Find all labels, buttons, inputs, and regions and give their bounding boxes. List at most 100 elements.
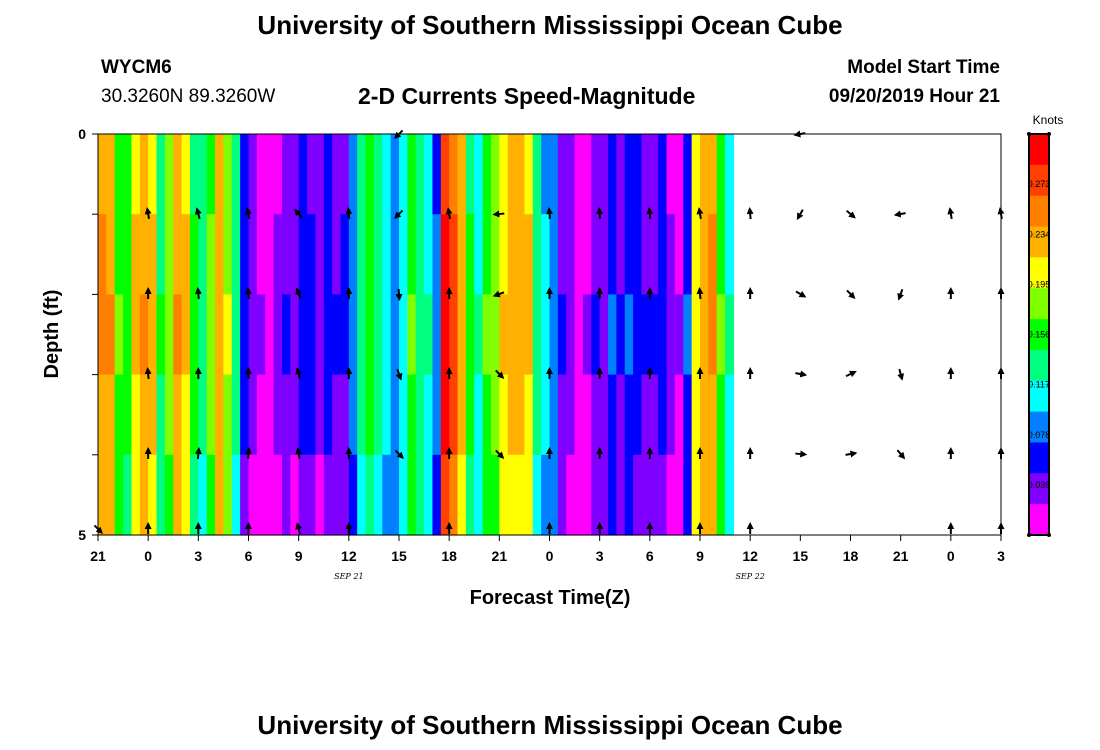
heat-cell bbox=[148, 134, 158, 215]
heat-cell bbox=[608, 134, 617, 215]
heat-cell bbox=[474, 374, 484, 456]
heat-cell bbox=[189, 294, 199, 376]
current-arrow bbox=[295, 287, 302, 300]
current-arrow bbox=[845, 450, 858, 458]
current-arrow bbox=[796, 209, 804, 221]
heat-cell bbox=[273, 134, 283, 215]
heat-cell bbox=[557, 454, 567, 536]
heat-cell bbox=[557, 214, 567, 295]
heat-cell bbox=[332, 374, 342, 456]
heat-cell bbox=[549, 374, 559, 456]
heat-cell bbox=[482, 454, 492, 536]
colorbar-segment bbox=[1029, 473, 1049, 505]
heat-cell bbox=[156, 374, 166, 456]
heat-cell bbox=[524, 214, 534, 295]
heat-cell bbox=[399, 134, 408, 215]
y-tick-label: 5 bbox=[78, 527, 86, 543]
heat-cell bbox=[298, 294, 308, 376]
heat-cell bbox=[449, 294, 459, 376]
current-arrow bbox=[295, 367, 303, 380]
heat-cell bbox=[307, 374, 316, 456]
heat-cell bbox=[206, 294, 216, 376]
date-label: SEP 21 bbox=[334, 572, 363, 581]
current-arrow bbox=[394, 449, 404, 459]
heat-cell bbox=[323, 454, 333, 536]
colorbar-corner bbox=[1047, 533, 1051, 537]
heat-cell bbox=[424, 294, 434, 376]
heat-cell bbox=[332, 134, 342, 215]
heat-cell bbox=[164, 134, 174, 215]
heat-cell bbox=[240, 294, 250, 376]
heat-cell bbox=[691, 134, 701, 215]
heat-cell bbox=[332, 454, 342, 536]
heat-cell bbox=[574, 294, 584, 376]
heat-cell bbox=[189, 134, 199, 215]
heat-cell bbox=[658, 374, 668, 456]
heat-cell bbox=[599, 374, 609, 456]
current-arrow bbox=[795, 450, 808, 458]
x-tick-label: 21 bbox=[893, 548, 909, 564]
heat-cell bbox=[490, 454, 500, 536]
heat-cell bbox=[608, 374, 617, 456]
heat-cell bbox=[474, 454, 484, 536]
heat-cell bbox=[164, 374, 174, 456]
colorbar-corner bbox=[1027, 132, 1031, 136]
heat-cell bbox=[156, 294, 166, 376]
current-arrow bbox=[845, 370, 857, 378]
x-tick-label: 9 bbox=[696, 548, 704, 564]
heat-cell bbox=[340, 214, 350, 295]
heat-cell bbox=[407, 214, 417, 295]
heat-cell bbox=[256, 454, 266, 536]
heat-cell bbox=[173, 134, 183, 215]
heat-cell bbox=[123, 214, 133, 295]
heat-cell bbox=[357, 374, 367, 456]
heat-cell bbox=[298, 454, 308, 536]
heat-cell bbox=[332, 214, 342, 295]
heat-cell bbox=[432, 134, 442, 215]
station-id: WYCM6 bbox=[101, 57, 172, 78]
station-coordinates: 30.3260N 89.3260W bbox=[101, 86, 276, 107]
page-title: University of Southern Mississippi Ocean… bbox=[257, 10, 843, 40]
heat-cell bbox=[449, 134, 459, 215]
current-arrow bbox=[546, 207, 553, 220]
heat-cell bbox=[156, 214, 166, 295]
heat-cell bbox=[507, 214, 517, 295]
heat-cell bbox=[265, 454, 275, 536]
heat-cell bbox=[131, 374, 141, 456]
heat-cell bbox=[457, 374, 467, 456]
heat-cell bbox=[440, 454, 450, 536]
heat-cell bbox=[323, 214, 333, 295]
heat-cell bbox=[173, 374, 183, 456]
heat-cell bbox=[231, 214, 241, 295]
heat-cell bbox=[574, 134, 584, 215]
heat-cell bbox=[499, 374, 509, 456]
heat-cell bbox=[223, 294, 233, 376]
heat-cell bbox=[557, 294, 567, 376]
heat-cell bbox=[465, 454, 475, 536]
heat-cell bbox=[674, 214, 684, 295]
heat-cell bbox=[633, 294, 643, 376]
heat-cell bbox=[98, 294, 107, 376]
heat-cell bbox=[348, 214, 358, 295]
heat-cell bbox=[206, 374, 216, 456]
heat-cell bbox=[399, 374, 408, 456]
colorbar-segment bbox=[1029, 380, 1049, 413]
x-tick-label: 18 bbox=[441, 548, 457, 564]
current-arrow bbox=[245, 447, 252, 460]
heat-cell bbox=[240, 214, 250, 295]
x-tick-label: 15 bbox=[391, 548, 407, 564]
x-axis-label: Forecast Time(Z) bbox=[470, 587, 631, 609]
heat-cell bbox=[173, 294, 183, 376]
heat-cell bbox=[390, 214, 400, 295]
heat-cell bbox=[541, 214, 551, 295]
heat-cell bbox=[725, 134, 735, 215]
heat-cell bbox=[198, 134, 208, 215]
heat-cell bbox=[574, 214, 584, 295]
heat-cell bbox=[323, 294, 333, 376]
current-arrow bbox=[646, 207, 654, 220]
heat-cell bbox=[415, 214, 425, 295]
model-start-value: 09/20/2019 Hour 21 bbox=[828, 86, 1000, 107]
heat-cell bbox=[700, 454, 709, 536]
heat-cell bbox=[532, 294, 542, 376]
heat-cell bbox=[382, 214, 392, 295]
